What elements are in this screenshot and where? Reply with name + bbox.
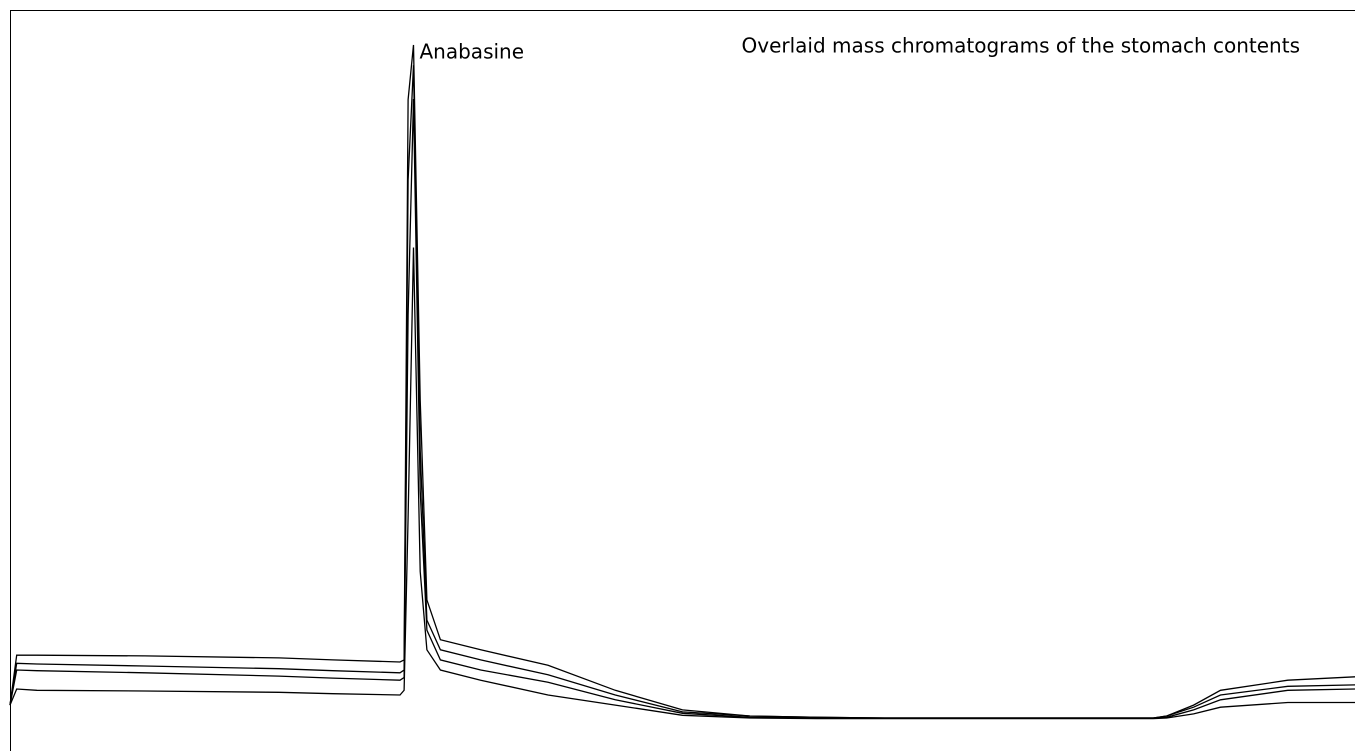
trace	[9, 247, 1355, 720]
annotation: Anabasine	[420, 40, 525, 64]
trace	[9, 44, 1355, 719]
trace	[9, 65, 1355, 719]
frame	[10, 10, 1355, 751]
trace	[9, 98, 1355, 719]
chart-title: Overlaid mass chromatograms of the stoma…	[742, 34, 1300, 58]
